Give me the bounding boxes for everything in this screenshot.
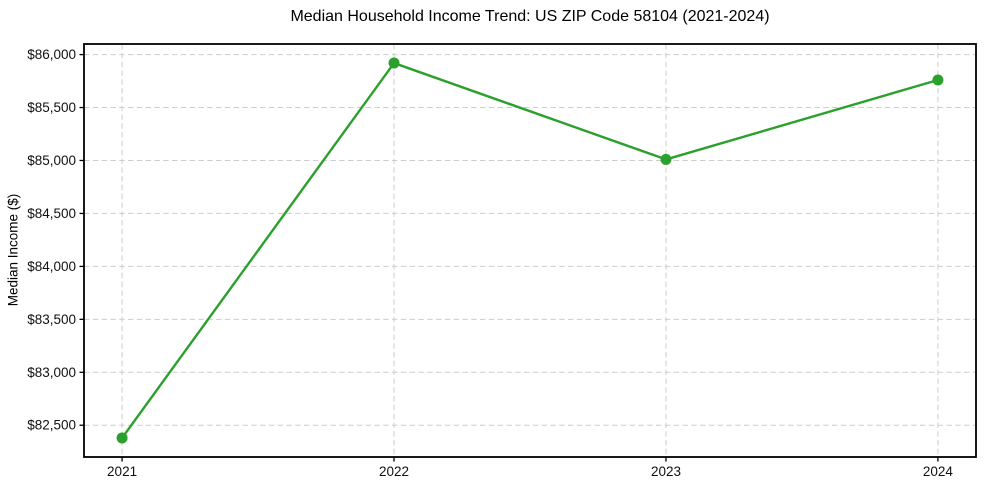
chart-title: Median Household Income Trend: US ZIP Co… <box>290 8 770 25</box>
y-tick-label: $85,000 <box>27 153 76 168</box>
trend-line <box>120 61 940 440</box>
y-tick-label: $84,000 <box>27 259 76 274</box>
x-tick-label: 2023 <box>651 464 681 479</box>
x-tick-label: 2022 <box>379 464 409 479</box>
data-point-2022 <box>388 57 400 69</box>
data-point-2024 <box>932 74 944 86</box>
y-tick-label: $83,000 <box>27 365 76 380</box>
y-tick-label: $83,500 <box>27 312 76 327</box>
y-tick-label: $84,500 <box>27 206 76 221</box>
plot-border <box>83 43 977 458</box>
data-point-2021 <box>116 432 128 444</box>
x-tick-label: 2021 <box>107 464 137 479</box>
y-tick-label: $82,500 <box>27 418 76 433</box>
y-tick-label: $85,500 <box>27 100 76 115</box>
y-tick-label: $86,000 <box>27 47 76 62</box>
x-tick-label: 2024 <box>923 464 954 479</box>
data-point-2023 <box>660 153 672 165</box>
